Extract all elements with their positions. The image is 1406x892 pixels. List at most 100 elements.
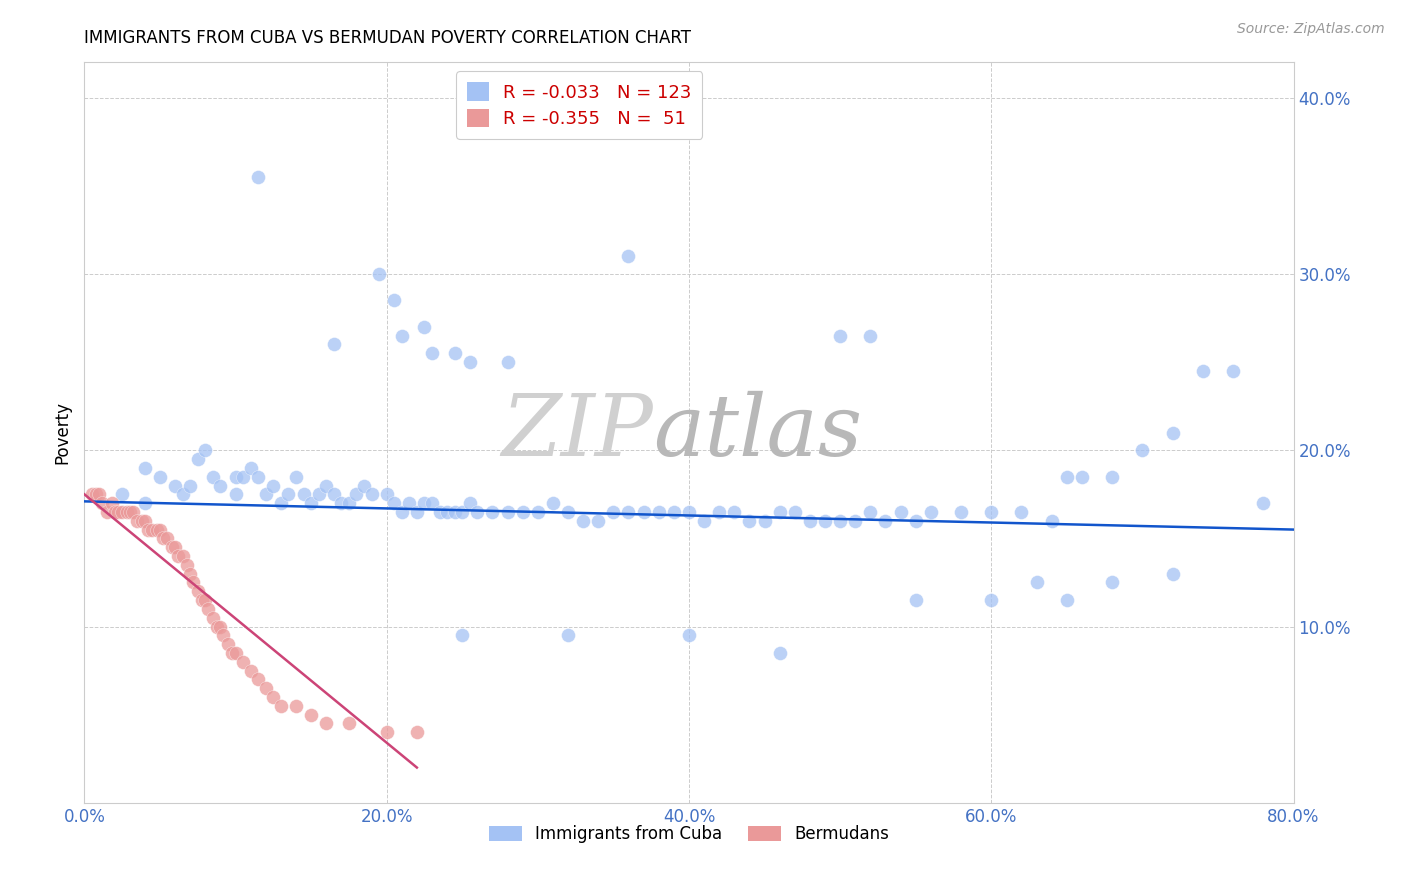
Point [1192, 364, 1215, 378]
Point [131, 514, 153, 528]
Point [115, 505, 138, 519]
Point [194, 593, 217, 607]
Point [225, 487, 247, 501]
Text: atlas: atlas [652, 392, 862, 474]
Point [149, 469, 172, 483]
Point [1056, 469, 1078, 483]
Point [330, 496, 353, 510]
Point [254, 681, 277, 696]
Point [1025, 575, 1047, 590]
Point [1011, 505, 1033, 519]
Point [165, 478, 187, 492]
Point [134, 496, 156, 510]
Point [172, 549, 194, 563]
Point [1161, 425, 1184, 440]
Point [769, 505, 792, 519]
Point [783, 505, 806, 519]
Point [160, 540, 183, 554]
Point [512, 505, 534, 519]
Point [1040, 514, 1063, 528]
Point [382, 496, 405, 510]
Point [451, 628, 474, 642]
Point [315, 478, 337, 492]
Point [481, 505, 503, 519]
Point [859, 328, 882, 343]
Point [451, 505, 474, 519]
Point [1130, 443, 1153, 458]
Point [134, 461, 156, 475]
Point [181, 575, 204, 590]
Point [1253, 496, 1275, 510]
Point [420, 346, 443, 360]
Point [80, 487, 103, 501]
Point [179, 478, 201, 492]
Point [382, 293, 405, 308]
Point [391, 505, 413, 519]
Point [191, 593, 214, 607]
Point [247, 673, 270, 687]
Point [262, 690, 284, 704]
Point [118, 505, 141, 519]
Point [754, 514, 776, 528]
Point [187, 584, 209, 599]
Point [375, 487, 398, 501]
Point [830, 328, 852, 343]
Point [136, 523, 159, 537]
Point [633, 505, 655, 519]
Point [285, 698, 308, 713]
Point [420, 496, 443, 510]
Point [920, 505, 942, 519]
Point [557, 505, 579, 519]
Point [602, 505, 624, 519]
Point [322, 337, 344, 351]
Point [1101, 469, 1123, 483]
Point [541, 496, 564, 510]
Point [239, 664, 262, 678]
Point [1056, 593, 1078, 607]
Point [709, 505, 731, 519]
Point [121, 505, 143, 519]
Point [221, 646, 243, 660]
Point [207, 619, 229, 633]
Point [588, 514, 610, 528]
Point [232, 655, 254, 669]
Point [693, 514, 716, 528]
Point [496, 355, 519, 369]
Point [980, 593, 1002, 607]
Point [299, 707, 322, 722]
Y-axis label: Poverty: Poverty [53, 401, 72, 464]
Legend: Immigrants from Cuba, Bermudans: Immigrants from Cuba, Bermudans [482, 819, 896, 850]
Point [225, 469, 247, 483]
Point [617, 249, 640, 263]
Point [458, 355, 481, 369]
Point [134, 514, 156, 528]
Point [353, 478, 375, 492]
Point [201, 469, 224, 483]
Point [146, 523, 169, 537]
Point [239, 461, 262, 475]
Point [201, 610, 224, 624]
Point [194, 443, 217, 458]
Point [165, 540, 187, 554]
Point [662, 505, 685, 519]
Point [187, 452, 209, 467]
Point [156, 532, 179, 546]
Point [413, 496, 436, 510]
Point [104, 505, 127, 519]
Point [859, 505, 882, 519]
Point [391, 328, 413, 343]
Point [247, 469, 270, 483]
Point [814, 514, 837, 528]
Point [904, 514, 927, 528]
Point [398, 496, 420, 510]
Point [89, 487, 111, 501]
Point [572, 514, 595, 528]
Point [299, 496, 322, 510]
Text: ZIP: ZIP [501, 392, 652, 474]
Point [262, 478, 284, 492]
Point [738, 514, 761, 528]
Point [91, 496, 114, 510]
Point [346, 487, 368, 501]
Point [443, 346, 465, 360]
Point [904, 593, 927, 607]
